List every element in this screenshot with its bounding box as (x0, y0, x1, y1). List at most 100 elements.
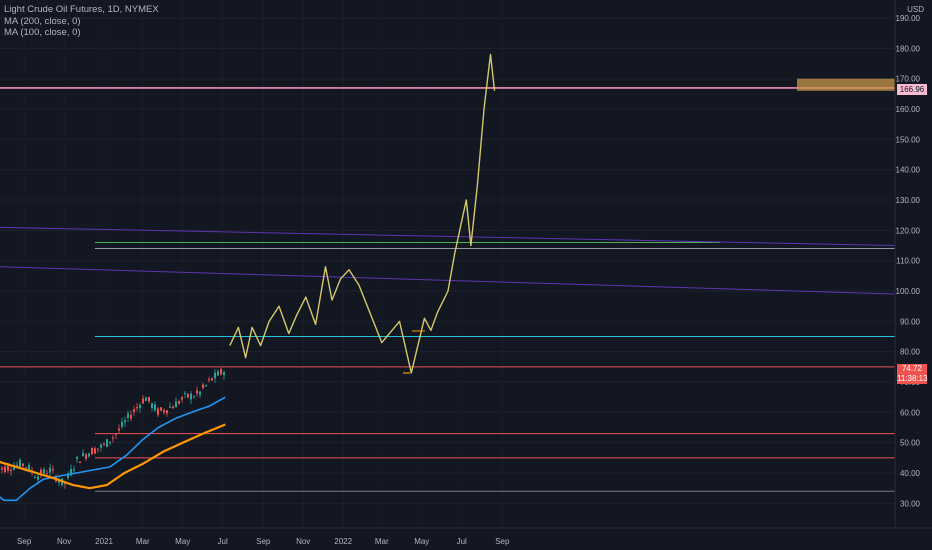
chart-legend[interactable]: Light Crude Oil Futures, 1D, NYMEX MA (2… (4, 4, 159, 39)
currency-label: USD (907, 5, 924, 14)
ma100-line (0, 396, 226, 502)
candle-body (163, 410, 165, 413)
y-tick-label: 190.00 (896, 14, 921, 23)
candle-body (220, 369, 222, 375)
x-tick-label: Jul (218, 537, 228, 546)
projection-line (229, 53, 496, 374)
candle-body (22, 463, 24, 466)
candle-body (181, 397, 183, 400)
candle-body (85, 454, 87, 459)
candle-body (202, 384, 204, 389)
candle-body (97, 448, 99, 450)
x-tick-label: Jul (457, 537, 467, 546)
time-axis[interactable]: Sep Nov 2021 Mar May Jul Sep Nov 2022 Mar May Jul Se… (17, 537, 510, 546)
candle-body (49, 467, 51, 473)
candle-body (112, 437, 114, 439)
y-tick-label: 100.00 (896, 287, 921, 296)
candle-body (211, 378, 213, 381)
candle-body (154, 404, 156, 411)
candle-body (70, 468, 72, 476)
candle-body (67, 473, 69, 478)
x-tick-label: Mar (136, 537, 150, 546)
series-lines (0, 53, 496, 502)
symbol-title[interactable]: Light Crude Oil Futures, 1D, NYMEX (4, 4, 159, 15)
price-axis[interactable]: 190.00 180.00 170.00 160.00 150.00 140.00 130.… (896, 14, 921, 508)
candle-body (178, 401, 180, 404)
target-price-badge: 166.96 (897, 84, 927, 95)
candle-body (151, 403, 153, 408)
y-tick-label: 50.00 (900, 439, 921, 448)
current-price-badge: 74.72 11:38:13 (897, 364, 928, 384)
x-tick-label: Sep (17, 537, 32, 546)
candle-body (205, 385, 207, 387)
indicator-ma100-label[interactable]: MA (100, close, 0) (4, 27, 81, 38)
countdown-timer: 11:38:13 (897, 374, 928, 383)
y-tick-label: 160.00 (896, 105, 921, 114)
candle-body (103, 443, 105, 445)
candle-body (214, 372, 216, 379)
candle-body (157, 408, 159, 415)
x-tick-label: May (175, 537, 190, 546)
y-tick-label: 120.00 (896, 226, 921, 235)
y-tick-label: 170.00 (896, 75, 921, 84)
candle-body (196, 390, 198, 394)
candle-body (193, 396, 195, 398)
candle-body (121, 421, 123, 427)
y-tick-label: 110.00 (896, 257, 920, 266)
candle-body (148, 396, 150, 402)
y-tick-label: 90.00 (900, 317, 921, 326)
candle-body (199, 391, 201, 395)
x-tick-label: Sep (256, 537, 271, 546)
y-tick-label: 80.00 (900, 348, 921, 357)
candle-body (172, 406, 174, 409)
x-tick-label: Mar (375, 537, 389, 546)
candle-body (40, 469, 42, 476)
candle-body (175, 401, 177, 408)
indicator-ma200-label[interactable]: MA (200, close, 0) (4, 15, 81, 27)
candle-body (145, 397, 147, 401)
y-tick-label: 40.00 (900, 469, 921, 478)
candle-body (28, 464, 30, 472)
candle-body (166, 410, 168, 414)
x-tick-label: Nov (296, 537, 310, 546)
candle-body (223, 372, 225, 376)
y-tick-label: 140.00 (896, 166, 921, 175)
grid-lines (0, 17, 895, 504)
x-tick-label: May (414, 537, 429, 546)
candle-body (136, 407, 138, 409)
candle-body (190, 393, 192, 400)
trendline (0, 226, 896, 247)
y-tick-label: 150.00 (896, 135, 921, 144)
y-tick-label: 180.00 (896, 44, 921, 53)
x-tick-label: Sep (495, 537, 510, 546)
candle-body (133, 409, 135, 412)
candle-body (88, 453, 90, 457)
candle-body (169, 406, 171, 408)
candle-body (94, 448, 96, 454)
x-tick-label: 2021 (95, 537, 113, 546)
candle-body (142, 398, 144, 404)
candle-body (58, 480, 60, 483)
candle-body (160, 407, 162, 411)
target-zone (797, 78, 895, 91)
candle-body (7, 465, 9, 471)
candle-body (208, 379, 210, 381)
candle-body (217, 371, 219, 376)
candle-body (4, 466, 6, 473)
candle-body (124, 420, 126, 423)
candle-body (187, 393, 189, 398)
candle-body (127, 413, 129, 418)
trendline (0, 266, 896, 295)
y-tick-label: 60.00 (900, 408, 921, 417)
candle-body (91, 447, 93, 455)
horizontal-levels (0, 87, 896, 492)
ma200-line (0, 423, 226, 490)
candle-body (115, 433, 117, 435)
candle-body (76, 456, 78, 460)
current-price-value: 74.72 (901, 364, 923, 373)
candle-body (82, 453, 84, 457)
candle-body (109, 441, 111, 443)
candle-body (10, 469, 12, 472)
